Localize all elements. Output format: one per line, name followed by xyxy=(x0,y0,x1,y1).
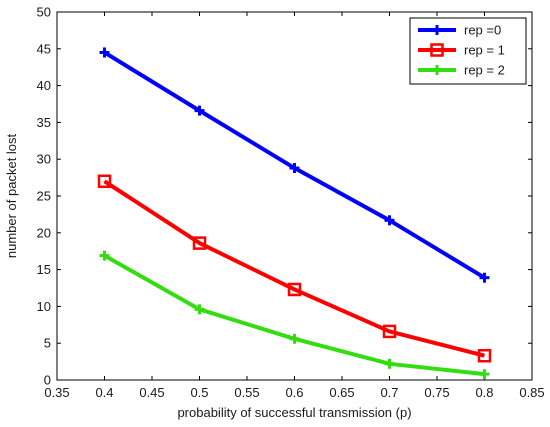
y-tick-label: 40 xyxy=(37,78,51,93)
y-tick-label: 25 xyxy=(37,189,51,204)
legend-marker xyxy=(430,43,444,57)
x-tick-label: 0.5 xyxy=(190,385,208,400)
y-tick-label: 35 xyxy=(37,115,51,130)
series-0 xyxy=(99,47,490,283)
series-line xyxy=(103,179,485,358)
data-point xyxy=(382,324,397,339)
x-tick-label: 0.55 xyxy=(234,385,259,400)
x-tick-label: 0.85 xyxy=(519,385,544,400)
data-point xyxy=(99,47,110,58)
data-point xyxy=(384,358,395,369)
series-1 xyxy=(97,174,492,363)
data-point xyxy=(192,236,207,250)
legend-entry: rep =0 xyxy=(418,23,501,38)
x-tick-label: 0.4 xyxy=(95,385,113,400)
legend-label: rep = 2 xyxy=(464,63,505,78)
x-tick-label: 0.45 xyxy=(139,385,164,400)
y-tick-label: 5 xyxy=(44,336,51,351)
legend-entry: rep = 2 xyxy=(418,63,505,78)
data-point xyxy=(289,333,300,344)
y-tick-label: 10 xyxy=(37,299,51,314)
data-point xyxy=(479,369,490,380)
y-tick-label: 0 xyxy=(44,373,51,388)
data-point xyxy=(194,304,205,315)
x-axis-title-group: probability of successful transmission (… xyxy=(177,405,411,420)
series-2 xyxy=(99,250,490,380)
legend-entry: rep = 1 xyxy=(418,43,505,58)
y-tick-label: 30 xyxy=(37,152,51,167)
data-point xyxy=(194,105,205,116)
y-axis-title: number of packet lost xyxy=(4,133,19,258)
data-point xyxy=(477,348,492,363)
x-tick-label: 0.75 xyxy=(424,385,449,400)
data-point xyxy=(97,174,112,189)
legend-label: rep =0 xyxy=(464,23,501,38)
data-point xyxy=(384,215,395,226)
data-point xyxy=(99,250,110,261)
x-tick-label: 0.35 xyxy=(44,385,69,400)
y-tick-label: 45 xyxy=(37,41,51,56)
x-tick-label: 0.6 xyxy=(285,385,303,400)
y-tick-label: 20 xyxy=(37,225,51,240)
data-point xyxy=(479,272,490,283)
legend-label: rep = 1 xyxy=(464,43,505,58)
y-tick-label: 15 xyxy=(37,262,51,277)
legend-marker xyxy=(432,25,442,35)
x-tick-label: 0.65 xyxy=(329,385,354,400)
y-axis-title-group: number of packet lost xyxy=(4,133,19,258)
y-tick-label: 50 xyxy=(37,5,51,20)
x-tick-label: 0.7 xyxy=(380,385,398,400)
legend: rep =0 rep = 1 rep = 2 xyxy=(409,17,527,85)
data-point xyxy=(287,282,302,297)
x-tick-label: 0.8 xyxy=(475,385,493,400)
x-axis-title: probability of successful transmission (… xyxy=(177,405,411,420)
data-point xyxy=(289,163,300,174)
legend-marker xyxy=(432,65,442,75)
